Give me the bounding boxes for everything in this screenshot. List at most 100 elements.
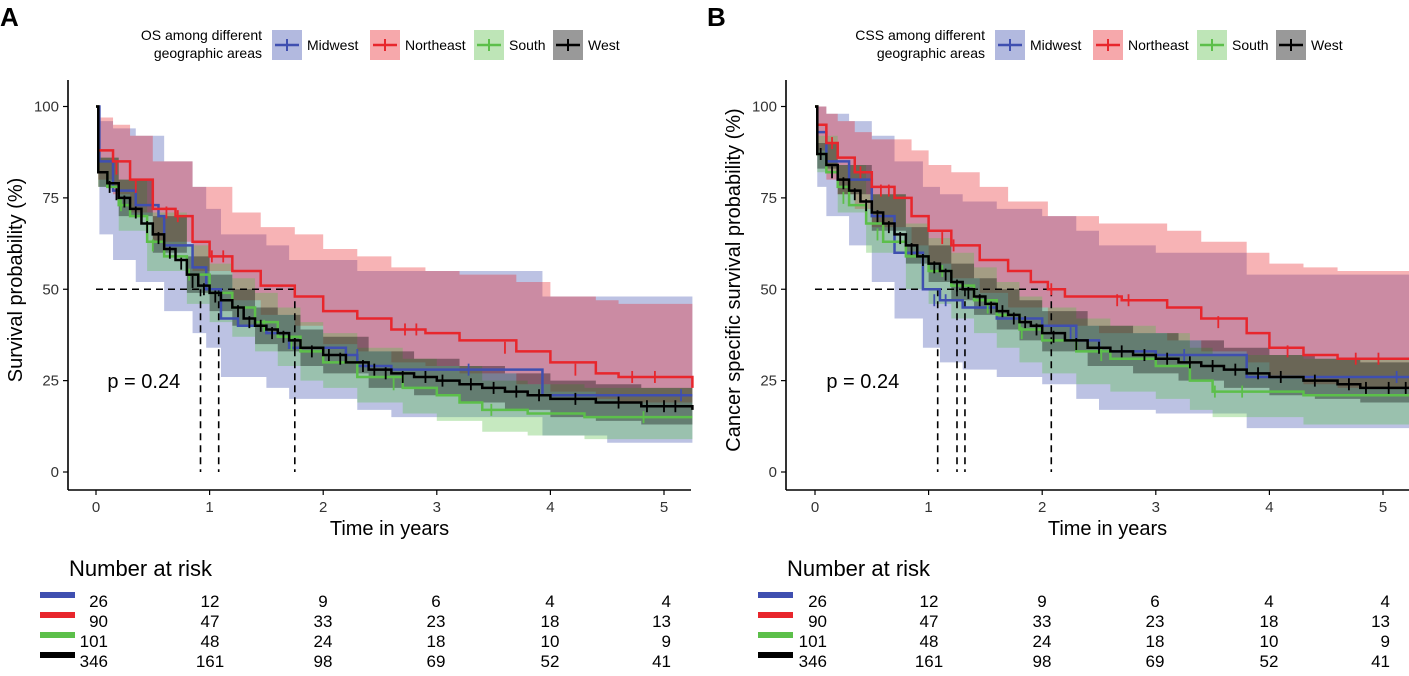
risk-count: 4 — [545, 592, 554, 611]
risk-count: 18 — [427, 632, 446, 651]
legend-label: South — [509, 37, 546, 53]
legend-title-line-2: geographic areas — [154, 45, 262, 61]
risk-count: 6 — [1150, 592, 1159, 611]
y-tick-label: 0 — [769, 464, 777, 481]
legend-entry-south: South — [474, 30, 546, 60]
x-tick-label: 5 — [660, 499, 668, 516]
legend-entry-northeast: Northeast — [1093, 30, 1189, 60]
risk-count: 52 — [1260, 652, 1279, 671]
legend-entry-midwest: Midwest — [272, 30, 358, 60]
risk-count: 13 — [652, 612, 671, 631]
risk-count: 26 — [89, 592, 108, 611]
risk-count: 13 — [1371, 612, 1390, 631]
confidence-band-midwest — [96, 106, 693, 447]
risk-row-color-bar-west — [758, 652, 793, 658]
risk-count: 98 — [1033, 652, 1052, 671]
legend-entry-west: West — [1276, 30, 1343, 60]
legend-label: South — [1232, 37, 1269, 53]
risk-row-color-bar-northeast — [758, 612, 793, 618]
risk-count: 161 — [915, 652, 943, 671]
risk-count: 33 — [314, 612, 333, 631]
risk-count: 4 — [662, 592, 671, 611]
risk-count: 4 — [1264, 592, 1273, 611]
risk-count: 18 — [541, 612, 560, 631]
x-tick-label: 0 — [92, 499, 100, 516]
x-tick-label: 0 — [811, 499, 819, 516]
risk-count: 69 — [427, 652, 446, 671]
confidence-band-northeast — [96, 106, 693, 414]
y-tick-label: 25 — [760, 373, 777, 390]
confidence-band-northeast — [815, 106, 1409, 388]
risk-count: 41 — [652, 652, 671, 671]
risk-count: 101 — [799, 632, 827, 651]
x-tick-label: 1 — [205, 499, 213, 516]
legend-label: Northeast — [1128, 37, 1189, 53]
survival-curve-midwest — [96, 105, 693, 397]
risk-count: 4 — [1381, 592, 1390, 611]
risk-count: 10 — [1260, 632, 1279, 651]
risk-count: 18 — [1146, 632, 1165, 651]
legend-label: Midwest — [1030, 37, 1081, 53]
y-tick-label: 75 — [760, 190, 777, 207]
risk-count: 161 — [196, 652, 224, 671]
legend-title-line-1: CSS among different — [855, 27, 985, 43]
confidence-band-midwest — [815, 106, 1409, 429]
risk-count: 23 — [1146, 612, 1165, 631]
legend-entry-south: South — [1197, 30, 1269, 60]
risk-row-color-bar-south — [40, 632, 75, 638]
survival-curve-northeast — [815, 105, 1409, 360]
risk-count: 26 — [808, 592, 827, 611]
risk-count: 9 — [662, 632, 671, 651]
y-axis-title: Survival probability (%) — [5, 178, 27, 383]
risk-count: 33 — [1033, 612, 1052, 631]
survival-curve-west — [96, 105, 694, 410]
risk-count: 90 — [808, 612, 827, 631]
risk-count: 69 — [1146, 652, 1165, 671]
legend-title-line-2: geographic areas — [877, 45, 985, 61]
risk-count: 48 — [201, 632, 220, 651]
panel-label: B — [707, 2, 726, 32]
risk-count: 101 — [80, 632, 108, 651]
risk-table: Number at risk 26 12 9 6 4 4 90 47 33 23 18 13 101 48 2… — [758, 556, 1390, 671]
legend-entry-west: West — [553, 30, 620, 60]
x-tick-label: 4 — [1265, 499, 1273, 516]
x-tick-label: 3 — [433, 499, 441, 516]
survival-curve-northeast — [96, 105, 694, 388]
panel-b: B CSS among different geographic areas Midw… — [707, 2, 1409, 671]
risk-table-title: Number at risk — [69, 556, 213, 581]
y-tick-label: 50 — [42, 281, 59, 298]
legend-label: Northeast — [405, 37, 466, 53]
legend-label: Midwest — [307, 37, 358, 53]
risk-count: 24 — [314, 632, 333, 651]
legend-entry-midwest: Midwest — [995, 30, 1081, 60]
risk-count: 9 — [1381, 632, 1390, 651]
risk-count: 12 — [201, 592, 220, 611]
y-tick-label: 75 — [42, 190, 59, 207]
x-axis-title: Time in years — [1048, 518, 1167, 540]
x-tick-label: 2 — [1038, 499, 1046, 516]
risk-count: 12 — [920, 592, 939, 611]
risk-count: 48 — [920, 632, 939, 651]
y-tick-label: 100 — [752, 99, 777, 116]
risk-row-color-bar-south — [758, 632, 793, 638]
x-tick-label: 4 — [546, 499, 554, 516]
confidence-band-west — [815, 106, 1409, 403]
x-tick-label: 1 — [924, 499, 932, 516]
y-tick-label: 25 — [42, 373, 59, 390]
y-axis-title: Cancer specific survival probability (%) — [723, 108, 745, 451]
x-tick-label: 5 — [1379, 499, 1387, 516]
risk-count: 9 — [318, 592, 327, 611]
p-value: p = 0.24 — [826, 371, 899, 393]
risk-row-color-bar-west — [40, 652, 75, 658]
legend-label: West — [1311, 37, 1343, 53]
risk-count: 47 — [201, 612, 220, 631]
legend-entry-northeast: Northeast — [370, 30, 466, 60]
x-tick-label: 3 — [1152, 499, 1160, 516]
risk-count: 24 — [1033, 632, 1052, 651]
risk-table-title: Number at risk — [787, 556, 931, 581]
risk-count: 346 — [799, 652, 827, 671]
risk-count: 47 — [920, 612, 939, 631]
risk-count: 10 — [541, 632, 560, 651]
risk-row-color-bar-midwest — [40, 592, 75, 598]
